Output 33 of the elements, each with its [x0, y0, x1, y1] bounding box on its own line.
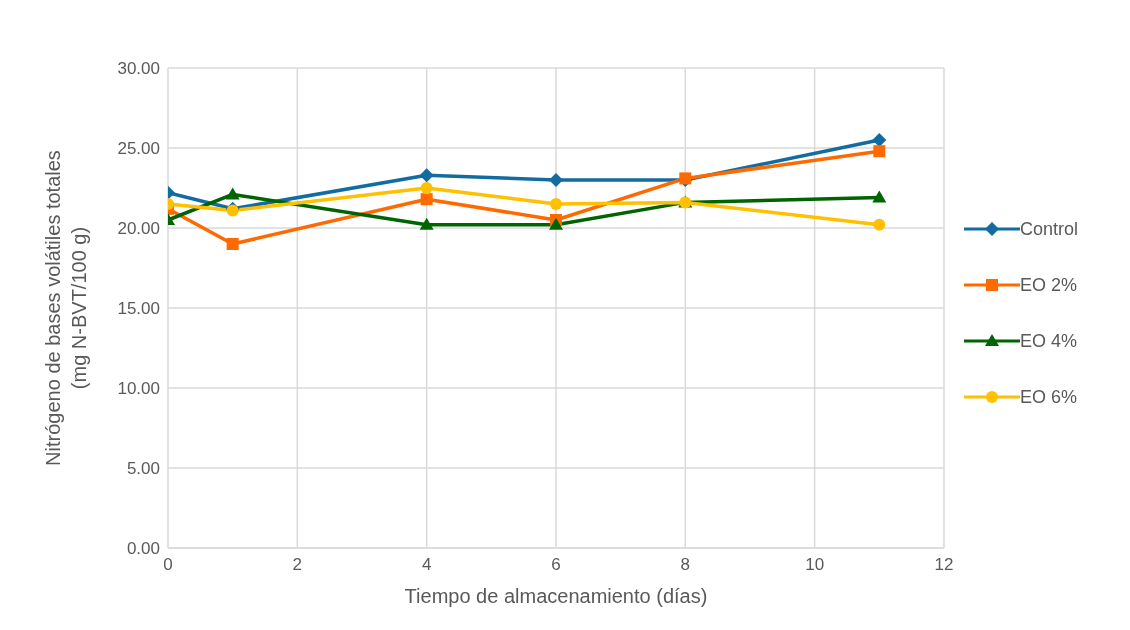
- point: [873, 145, 886, 158]
- x-tick-label: 10: [805, 555, 825, 574]
- point: [872, 190, 887, 203]
- point: [419, 217, 434, 230]
- point: [549, 198, 562, 210]
- x-tick-label: 4: [421, 555, 432, 574]
- y-tick-label: 0.00: [126, 539, 160, 559]
- point: [548, 173, 563, 187]
- x-tick-label: 6: [551, 555, 561, 574]
- point: [872, 133, 887, 147]
- x-tick-label: 2: [292, 555, 303, 574]
- legend-label: Control: [1019, 218, 1078, 240]
- point: [548, 217, 563, 230]
- point: [225, 187, 240, 200]
- point: [420, 182, 433, 194]
- legend-label: EO 4%: [1019, 330, 1077, 352]
- y-tick-label: 15.00: [117, 299, 160, 319]
- point: [873, 218, 886, 231]
- legend-label: EO 6%: [1019, 386, 1077, 408]
- y-axis-title: Nitrógeno de bases volátiles totales (mg N-BVT/100 g): [42, 150, 90, 466]
- y-tick-label: 10.00: [117, 379, 160, 399]
- x-tick-label: 12: [934, 555, 954, 574]
- point: [419, 168, 434, 183]
- point: [226, 238, 239, 250]
- x-tick-label: 8: [680, 555, 691, 574]
- x-axis-title: Tiempo de almacenamiento (días): [404, 585, 708, 607]
- x-tick-label: 0: [163, 555, 173, 574]
- y-tick-label: 20.00: [117, 219, 160, 239]
- y-tick-label: 30.00: [117, 59, 160, 79]
- y-tick-label: 25.00: [117, 139, 160, 159]
- y-tick-label: 5.00: [126, 459, 160, 479]
- point: [420, 193, 433, 206]
- legend-label: EO 2%: [1019, 274, 1077, 296]
